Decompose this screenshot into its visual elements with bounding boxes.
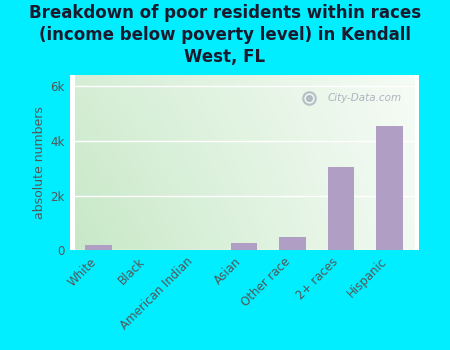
Bar [86,245,112,250]
Y-axis label: absolute numbers: absolute numbers [33,106,46,219]
Text: City-Data.com: City-Data.com [328,93,402,103]
Bar [279,237,306,250]
Bar [376,126,403,250]
Bar [231,243,257,250]
Text: Breakdown of poor residents within races
(income below poverty level) in Kendall: Breakdown of poor residents within races… [29,4,421,66]
Bar [328,167,354,250]
